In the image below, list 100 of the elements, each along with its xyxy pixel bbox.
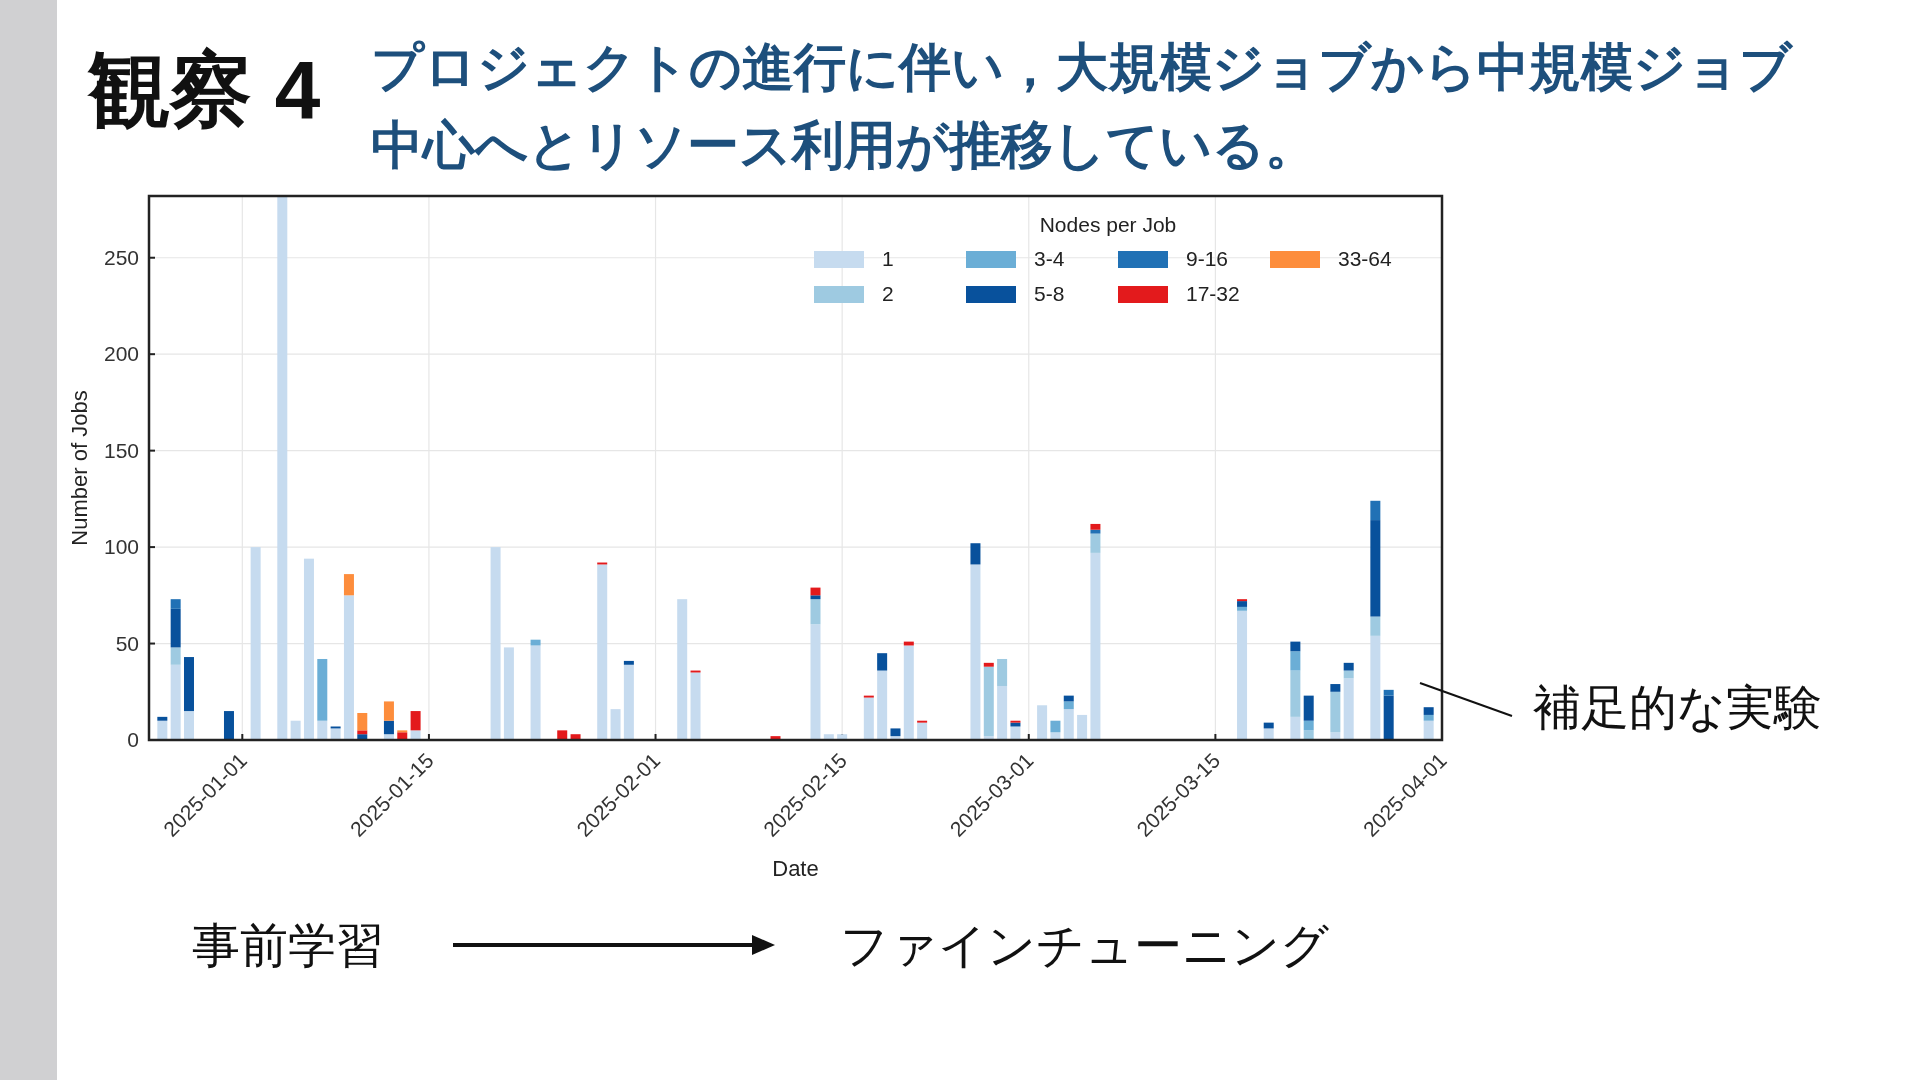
bar <box>250 547 261 740</box>
bar <box>1383 689 1394 696</box>
text: 事前学習 <box>192 919 384 972</box>
y-tick-label: 250 <box>103 245 139 269</box>
bar <box>1050 720 1061 733</box>
bar <box>890 728 901 737</box>
bar <box>677 599 688 740</box>
bar <box>157 716 168 721</box>
bar <box>810 587 821 596</box>
bar <box>1077 714 1088 740</box>
chart-subtitle: プロジェクトの進行に伴い，大規模ジョブから中規模ジョブ中心へとリソース利用が推移している。 <box>371 37 1794 176</box>
bar <box>223 711 234 740</box>
bar <box>357 730 368 735</box>
bar <box>1343 670 1354 679</box>
bar <box>303 558 314 740</box>
bar <box>490 547 501 740</box>
bar <box>917 722 928 740</box>
bar <box>503 647 514 740</box>
bar <box>343 574 354 596</box>
bar <box>597 564 608 740</box>
bar <box>1050 732 1061 740</box>
bar <box>1330 732 1341 740</box>
bar <box>277 196 288 740</box>
bar <box>1090 529 1101 534</box>
bar <box>983 666 994 737</box>
bar <box>903 645 914 740</box>
bar <box>1383 695 1394 740</box>
bar <box>357 712 368 731</box>
bar <box>810 624 821 740</box>
bar <box>343 595 354 740</box>
bar <box>157 720 168 740</box>
bar <box>1237 601 1248 607</box>
bar <box>170 664 181 740</box>
bar <box>1010 726 1021 740</box>
bar <box>810 599 821 625</box>
bar <box>1423 707 1434 715</box>
bar <box>1290 651 1301 671</box>
bar <box>290 720 301 740</box>
bar <box>1370 635 1381 740</box>
bar <box>1237 606 1248 611</box>
bar <box>1037 705 1048 740</box>
chart-title: 観察 4 <box>87 44 321 135</box>
bar <box>877 670 888 740</box>
y-tick-label: 200 <box>103 342 139 366</box>
legend-title: Nodes per Job <box>1039 213 1177 236</box>
bar <box>557 730 568 740</box>
bar <box>1303 730 1314 740</box>
bar <box>1290 641 1301 652</box>
bar <box>1303 695 1314 721</box>
bar <box>810 595 821 600</box>
bar <box>170 608 181 648</box>
bar <box>1370 616 1381 636</box>
bar <box>970 564 981 740</box>
bar <box>1090 552 1101 740</box>
legend-label: 9-16 <box>1186 247 1229 270</box>
bar <box>1263 728 1274 740</box>
bar <box>1343 678 1354 740</box>
bar <box>317 720 328 740</box>
legend-label: 33-64 <box>1338 247 1393 270</box>
bar <box>410 730 421 740</box>
bar <box>397 732 408 740</box>
bar <box>877 653 888 671</box>
bar <box>1423 714 1434 721</box>
text: ファインチューニング <box>840 919 1329 972</box>
y-tick-label: 150 <box>103 438 139 462</box>
bar <box>170 647 181 665</box>
bar <box>383 701 394 721</box>
bar <box>690 672 701 740</box>
bar <box>623 664 634 740</box>
bar <box>623 660 634 665</box>
bar <box>317 658 328 721</box>
bar <box>863 697 874 740</box>
bar <box>997 658 1008 686</box>
legend-label: 5-8 <box>1034 282 1065 305</box>
bar <box>1090 533 1101 553</box>
bar <box>1423 720 1434 740</box>
bar <box>1330 691 1341 733</box>
bar <box>610 709 621 740</box>
bar <box>170 599 181 609</box>
bar <box>983 662 994 667</box>
bar <box>1303 720 1314 731</box>
bar <box>383 720 394 735</box>
bar <box>330 728 341 740</box>
legend-label: 3-4 <box>1034 247 1065 270</box>
y-tick-label: 50 <box>115 631 139 655</box>
x-axis-title: Date <box>772 856 819 881</box>
bar <box>1290 670 1301 717</box>
bar <box>183 711 194 740</box>
y-tick-label: 0 <box>127 728 139 751</box>
bar <box>1237 610 1248 740</box>
legend-label: 1 <box>882 247 894 270</box>
y-tick-label: 100 <box>103 535 139 559</box>
legend-label: 17-32 <box>1186 282 1240 305</box>
bar <box>1370 520 1381 617</box>
bar <box>1063 709 1074 740</box>
legend-label: 2 <box>882 282 894 305</box>
y-axis-title: Number of Jobs <box>67 390 92 546</box>
bar <box>970 543 981 565</box>
bar <box>1063 701 1074 710</box>
text: 補足的な実験 <box>1533 681 1822 734</box>
